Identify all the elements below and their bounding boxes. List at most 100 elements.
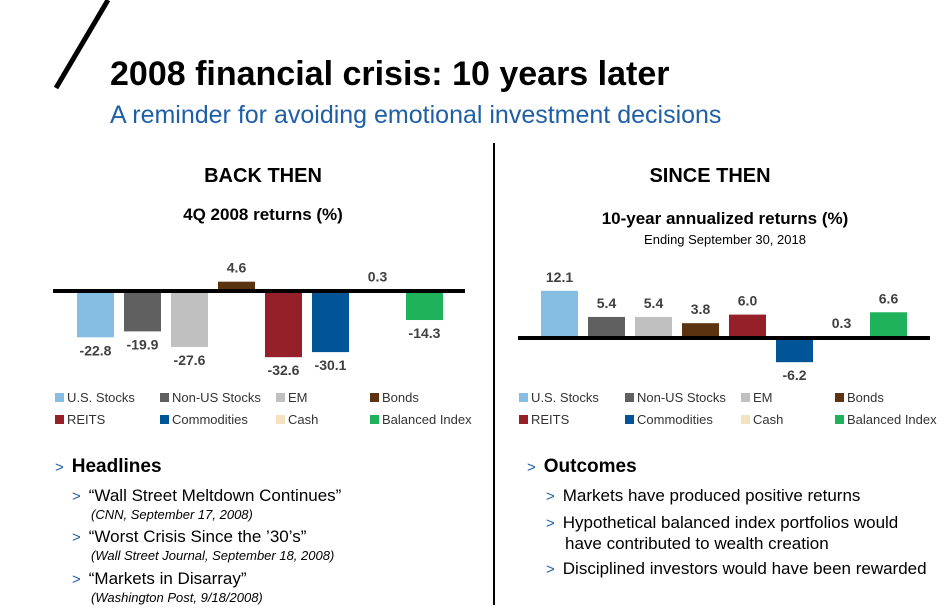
legend-swatch (276, 393, 285, 402)
back-then-heading: BACK THEN (204, 165, 322, 187)
legend-label: Bonds (847, 390, 884, 405)
data-label: 5.4 (597, 295, 617, 311)
data-label: 0.3 (368, 268, 388, 284)
caret-icon: > (527, 459, 536, 476)
since-then-chart-title: 10-year annualized returns (%) (601, 209, 849, 228)
legend-swatch (835, 393, 844, 402)
caret-icon: > (72, 571, 81, 588)
bar-commodities (312, 291, 349, 353)
bar-em (635, 316, 672, 338)
legend-item: Cash (741, 412, 783, 427)
legend-item: U.S. Stocks (519, 390, 599, 405)
headline-item: > “Worst Crisis Since the ’30’s” (Wall Str… (72, 527, 335, 563)
outcome-item: > Hypothetical balanced index portfolios … (546, 513, 899, 553)
caret-icon: > (72, 488, 81, 505)
bar-commodities (776, 338, 813, 363)
legend-item: U.S. Stocks (55, 390, 135, 405)
outcomes-heading: > Outcomes (527, 456, 637, 477)
legend-label: REITS (531, 412, 570, 427)
legend-label: Balanced Index (382, 412, 472, 427)
legend-swatch (55, 415, 64, 424)
legend-label: Cash (288, 412, 319, 427)
data-label: 6.0 (738, 293, 758, 309)
since-then-heading: SINCE THEN (649, 165, 771, 187)
legend-swatch (835, 415, 844, 424)
legend-item: Commodities (625, 412, 713, 427)
bar-balanced-index (870, 312, 907, 338)
data-label: -6.2 (782, 367, 806, 383)
legend-swatch (741, 415, 750, 424)
caret-icon: > (55, 459, 64, 476)
outcome-item: > Disciplined investors would have been r… (546, 559, 927, 578)
bar-u-s-stocks (541, 290, 578, 338)
data-label: -19.9 (127, 336, 159, 352)
data-label: -32.6 (268, 362, 300, 378)
legend-item: REITS (519, 412, 569, 427)
legend-label: Commodities (637, 412, 713, 427)
legend-item: EM (741, 390, 773, 405)
headlines-heading: > Headlines (55, 456, 162, 477)
legend-label: Commodities (172, 412, 248, 427)
legend-swatch (55, 393, 64, 402)
legend-item: EM (276, 390, 308, 405)
legend-label: U.S. Stocks (67, 390, 135, 405)
vertical-divider (493, 143, 495, 605)
bar-u-s-stocks (77, 291, 114, 338)
bar-reits (265, 291, 302, 358)
data-label: 6.6 (879, 290, 899, 306)
legend-item: Balanced Index (835, 412, 937, 427)
data-label: -30.1 (315, 357, 347, 373)
legend-swatch (519, 415, 528, 424)
page-subtitle: A reminder for avoiding emotional invest… (110, 101, 722, 129)
slash-decoration (53, 0, 111, 90)
legend-item: Cash (276, 412, 318, 427)
since-then-chart-note: Ending September 30, 2018 (644, 232, 806, 247)
data-label: -22.8 (80, 342, 112, 358)
bar-non-us-stocks (588, 316, 625, 338)
back-then-chart-title: 4Q 2008 returns (%) (183, 205, 343, 224)
legend-item: REITS (55, 412, 105, 427)
legend-swatch (276, 415, 285, 424)
bar-bonds (218, 281, 255, 291)
legend-swatch (741, 393, 750, 402)
data-label: -14.3 (409, 325, 441, 341)
headline-item: > “Wall Street Meltdown Continues” (CNN, S… (72, 486, 342, 522)
data-label: 5.4 (644, 295, 664, 311)
legend-item: Commodities (160, 412, 248, 427)
legend-label: Non-US Stocks (172, 390, 261, 405)
data-label: -27.6 (174, 352, 206, 368)
caret-icon: > (546, 515, 555, 532)
legend-swatch (370, 393, 379, 402)
chart-since-then: 12.1 5.4 5.4 3.8 6.0 -6.2 0.3 6.6 (518, 269, 930, 383)
legend-label: REITS (67, 412, 106, 427)
data-label: 3.8 (691, 301, 711, 317)
legend-swatch (625, 393, 634, 402)
legend-label: Bonds (382, 390, 419, 405)
caret-icon: > (546, 488, 555, 505)
legend-label: Cash (753, 412, 784, 427)
outcome-item: > Markets have produced positive returns (546, 486, 861, 505)
legend-label: EM (288, 390, 308, 405)
legend-item: Non-US Stocks (160, 390, 261, 405)
bar-non-us-stocks (124, 291, 161, 332)
legend-label: U.S. Stocks (531, 390, 599, 405)
chart-back-then: -22.8 -19.9 -27.6 4.6 -32.6 -30.1 0.3 -14.3 (53, 260, 465, 378)
data-label: 0.3 (832, 315, 852, 331)
legend-swatch (160, 393, 169, 402)
legend-swatch (519, 393, 528, 402)
legend-label: Non-US Stocks (637, 390, 726, 405)
legend-item: Non-US Stocks (625, 390, 726, 405)
legend-label: EM (753, 390, 773, 405)
bar-balanced-index (406, 291, 443, 321)
legend-label: Balanced Index (847, 412, 937, 427)
legend-item: Balanced Index (370, 412, 472, 427)
headline-item: > “Markets in Disarray” (Washington Post, … (72, 569, 263, 605)
page-title: 2008 financial crisis: 10 years later (110, 55, 670, 93)
caret-icon: > (546, 561, 555, 578)
legend-item: Bonds (370, 390, 419, 405)
legend-swatch (160, 415, 169, 424)
legend-swatch (370, 415, 379, 424)
data-label: 12.1 (546, 269, 573, 285)
bar-bonds (682, 323, 719, 338)
